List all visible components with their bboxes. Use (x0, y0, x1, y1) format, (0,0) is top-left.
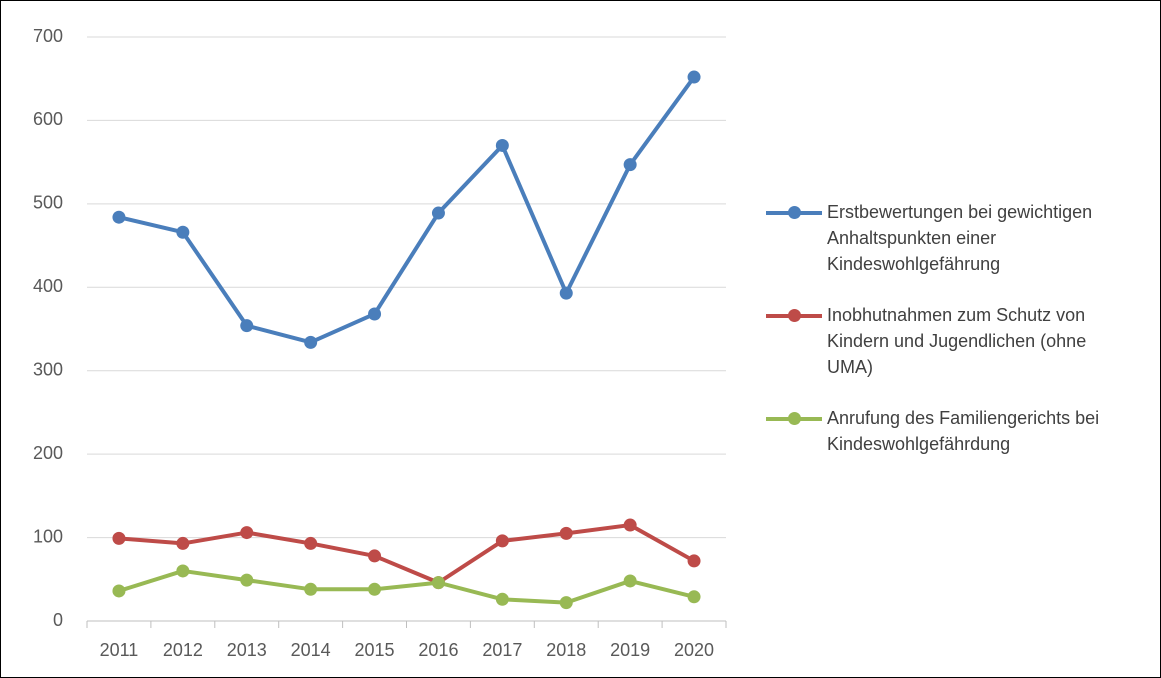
marker (240, 573, 254, 587)
y-tick-label: 500 (33, 193, 63, 213)
marker (304, 536, 318, 550)
x-tick-label: 2011 (100, 640, 139, 660)
marker (112, 584, 126, 598)
legend-label: Inobhutnahmen zum Schutz von Kindern und… (827, 305, 1087, 377)
marker (176, 564, 190, 578)
x-tick-label: 2014 (291, 640, 331, 660)
legend-label: Anrufung des Familiengerichts bei Kindes… (827, 408, 1100, 454)
y-tick-label: 300 (33, 359, 63, 379)
marker (368, 307, 382, 321)
marker (304, 582, 318, 596)
legend-entry: Inobhutnahmen zum Schutz von Kindern und… (766, 302, 1106, 380)
marker (495, 534, 509, 548)
marker (112, 210, 126, 224)
marker (240, 319, 254, 333)
legend: Erstbewertungen bei gewichtigen Anhaltsp… (766, 199, 1106, 482)
marker (176, 225, 190, 239)
x-tick-label: 2016 (418, 640, 458, 660)
series-line (118, 75, 696, 345)
y-tick-label: 200 (33, 443, 63, 463)
marker (368, 582, 382, 596)
marker (368, 549, 382, 563)
marker (304, 335, 318, 349)
y-tick-label: 0 (53, 610, 63, 630)
legend-swatch (766, 206, 822, 219)
marker (176, 536, 190, 550)
marker (687, 590, 701, 604)
marker (112, 531, 126, 545)
marker (559, 286, 573, 300)
marker (495, 592, 509, 606)
legend-label: Erstbewertungen bei gewichtigen Anhaltsp… (827, 202, 1093, 274)
marker (240, 526, 254, 540)
legend-entry: Erstbewertungen bei gewichtigen Anhaltsp… (766, 199, 1106, 277)
marker (495, 138, 509, 152)
x-tick-label: 2015 (355, 640, 395, 660)
marker (431, 206, 445, 220)
y-tick-label: 100 (33, 526, 63, 546)
x-tick-label: 2012 (163, 640, 203, 660)
marker (559, 526, 573, 540)
legend-swatch (766, 412, 822, 425)
legend-swatch (766, 309, 822, 322)
y-tick-label: 600 (33, 109, 63, 129)
marker (623, 518, 637, 532)
legend-entry: Anrufung des Familiengerichts bei Kindes… (766, 405, 1106, 457)
x-tick-label: 2017 (482, 640, 522, 660)
y-tick-label: 400 (33, 276, 63, 296)
marker (687, 554, 701, 568)
marker (559, 596, 573, 610)
x-tick-label: 2018 (546, 640, 586, 660)
y-tick-label: 700 (33, 26, 63, 46)
series-line (118, 568, 695, 605)
x-tick-label: 2020 (674, 640, 714, 660)
marker (687, 70, 701, 84)
marker (431, 576, 445, 590)
marker (623, 574, 637, 588)
x-tick-label: 2013 (227, 640, 267, 660)
x-tick-label: 2019 (610, 640, 650, 660)
series-line (118, 523, 696, 585)
marker (623, 158, 637, 172)
